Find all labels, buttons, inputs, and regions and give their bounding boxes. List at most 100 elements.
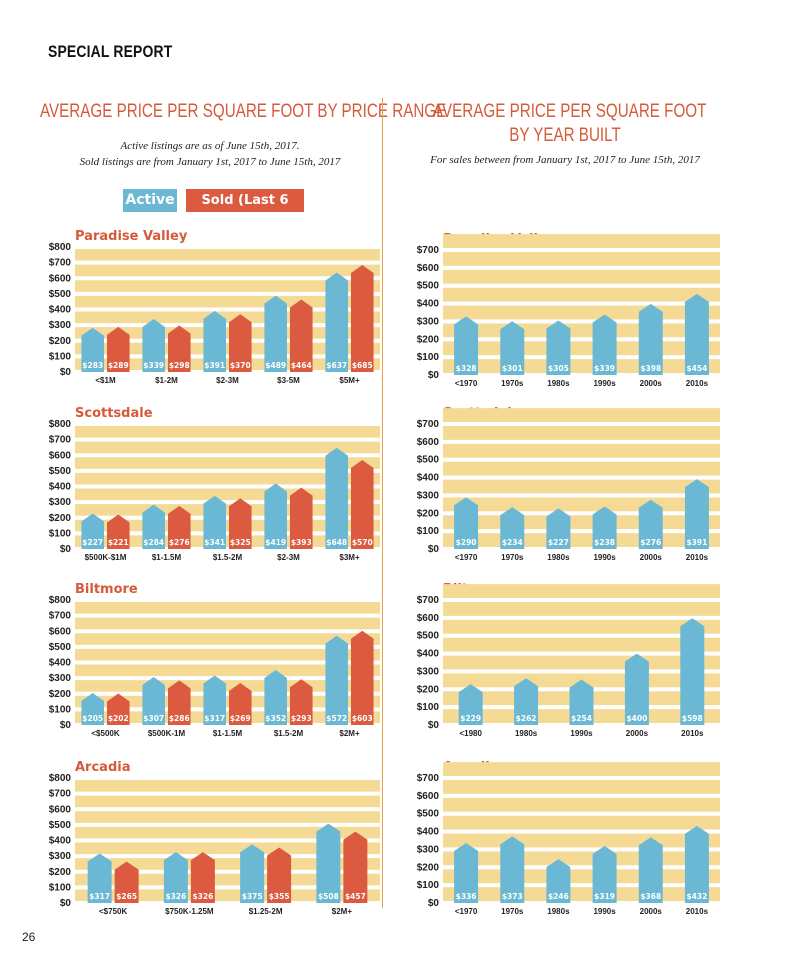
grid-band [443,602,720,616]
bar-sold-last-6-mo-500k-1m [168,680,191,725]
bar-value-label: $419 [265,538,286,547]
bar-active-1m [81,327,104,372]
bar-active-2000s [624,653,649,725]
chart-title: Biltmore [75,582,138,597]
bar-value-label: $307 [143,714,164,723]
bar-active-750k-1-25m [163,852,188,903]
bar-active-1-5-2m [203,495,226,549]
bar-active-500k [81,692,104,725]
chart-title: Paradise Valley [75,229,188,244]
grid-band [443,323,720,338]
bar-active-2010s [684,825,709,903]
y-tick-label: $400 [49,836,72,847]
y-tick-label: $400 [49,305,72,316]
x-tick-label: $2-3M [277,553,300,562]
x-tick-label: <$500K [91,729,119,738]
right-column-title-line-2: BY YEAR BUILT [509,125,621,146]
grid-band [443,515,720,530]
bar-active-3m [325,447,348,549]
grid-band [75,842,380,855]
grid-band [443,269,720,284]
bar-value-label: $326 [165,892,186,901]
bar-value-label: $370 [230,361,251,370]
y-tick-label: $500 [49,289,72,300]
y-tick-label: $600 [49,273,72,284]
grid-band [75,249,380,261]
bar-sold-last-6-mo-2-3m [229,314,252,372]
bar-active-2-3m [203,310,226,372]
bar-active-1-5-2m [264,670,287,725]
y-tick-label: $300 [417,844,440,855]
bar-value-label: $336 [456,892,477,901]
bar-sold-last-6-mo-3m [351,459,374,549]
x-tick-label: <$750K [99,907,127,916]
x-tick-label: $1.25-2M [249,907,283,916]
bar-active-2m [316,823,341,903]
x-tick-label: $2M+ [339,729,360,738]
grid-band [443,443,720,458]
bar-active-3-5m [264,295,287,372]
chart-paradise-valley-year: Paradise Valley$0$100$200$300$400$500$60… [417,232,720,388]
bar-value-label: $432 [686,892,707,901]
column-divider [382,98,383,908]
y-tick-label: $100 [417,702,440,713]
y-tick-label: $600 [417,613,440,624]
grid-band [443,833,720,848]
page-number: 26 [22,930,36,944]
legend-active: Active [123,189,177,212]
grid-band [443,655,720,670]
x-tick-label: 2010s [681,729,704,738]
grid-band [443,234,720,248]
grid-band [443,780,720,794]
bar-active-1980s [546,859,571,903]
y-tick-label: $600 [417,791,440,802]
x-tick-label: $2M+ [332,907,353,916]
bar-sold-last-6-mo-2m [343,831,368,903]
grid-band [443,637,720,652]
bar-value-label: $246 [548,892,569,901]
grid-band [75,795,380,808]
bar-value-label: $648 [326,538,347,547]
grid-band [75,873,380,886]
y-tick-label: $0 [428,370,440,381]
grid-band [75,264,380,277]
y-tick-label: $300 [49,497,72,508]
y-tick-label: $600 [49,804,72,815]
y-tick-label: $500 [49,642,72,653]
y-tick-label: $100 [417,880,440,891]
bar-value-label: $290 [456,538,477,547]
x-tick-label: 1980s [547,553,570,562]
y-tick-label: $200 [49,689,72,700]
bar-active-1-25-2m [240,844,265,903]
y-tick-label: $200 [49,336,72,347]
x-tick-label: $3-5M [277,376,300,385]
y-tick-label: $500 [417,281,440,292]
grid-band [443,797,720,812]
x-tick-label: $1.5-2M [274,729,304,738]
bar-value-label: $305 [548,364,569,373]
bar-sold-last-6-mo-1-5-2m [290,679,313,725]
bar-active-1970 [454,497,479,549]
bar-sold-last-6-mo-1m [107,326,130,372]
grid-band [75,488,380,501]
bar-value-label: $202 [108,714,129,723]
bar-value-label: $391 [686,538,707,547]
bar-value-label: $393 [291,538,312,547]
x-tick-label: 2010s [686,379,709,388]
x-tick-label: 1990s [570,729,593,738]
bar-active-2010s [684,293,709,375]
bar-value-label: $373 [502,892,523,901]
x-tick-label: $750K-1.25M [165,907,214,916]
y-tick-label: $600 [49,626,72,637]
y-tick-label: $0 [428,720,440,731]
y-tick-label: $400 [49,658,72,669]
grid-band [443,584,720,598]
y-tick-label: $200 [417,508,440,519]
x-tick-label: $3M+ [339,553,360,562]
grid-band [443,533,720,547]
grid-band [443,869,720,884]
bar-value-label: $227 [82,538,103,547]
y-tick-label: $700 [49,789,72,800]
bar-active-1990s [592,314,617,375]
grid-band [75,711,380,723]
